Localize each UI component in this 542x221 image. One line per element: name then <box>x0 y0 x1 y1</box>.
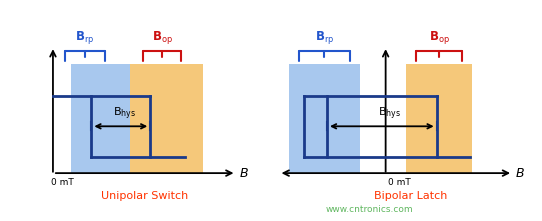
Text: B: B <box>240 167 249 180</box>
Text: 0 mT: 0 mT <box>51 178 74 187</box>
Text: www.cntronics.com: www.cntronics.com <box>325 205 413 214</box>
Text: B$_{\rm hys}$: B$_{\rm hys}$ <box>378 105 401 122</box>
Text: B$_{\rm rp}$: B$_{\rm rp}$ <box>75 29 95 46</box>
Text: B$_{\rm rp}$: B$_{\rm rp}$ <box>315 29 334 46</box>
Bar <box>289 64 360 173</box>
Bar <box>406 64 472 173</box>
Text: B$_{\rm op}$: B$_{\rm op}$ <box>152 29 172 46</box>
Text: Bipolar Latch: Bipolar Latch <box>375 191 448 201</box>
Bar <box>130 64 203 173</box>
Text: B: B <box>515 167 524 180</box>
Text: 0 mT: 0 mT <box>388 178 410 187</box>
Bar <box>72 64 145 173</box>
Text: B$_{\rm op}$: B$_{\rm op}$ <box>429 29 449 46</box>
Text: B$_{\rm hys}$: B$_{\rm hys}$ <box>113 105 136 122</box>
Text: Unipolar Switch: Unipolar Switch <box>101 191 188 201</box>
